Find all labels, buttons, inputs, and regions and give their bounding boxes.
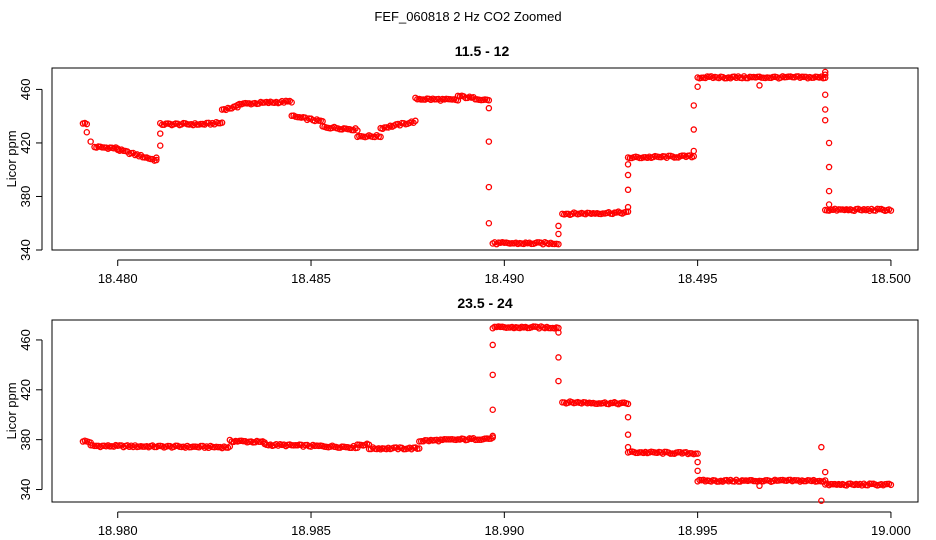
data-point: [821, 91, 829, 99]
data-point: [756, 82, 763, 89]
data-point: [153, 154, 160, 161]
y-tick-label: 420: [18, 132, 33, 154]
data-point: [354, 127, 361, 134]
data-points: [79, 68, 895, 248]
plot-frame: [51, 67, 919, 251]
data-point: [555, 377, 562, 385]
data-point: [821, 116, 829, 124]
data-point: [825, 187, 833, 195]
x-tick-label: 18.985: [291, 523, 331, 538]
data-point: [156, 142, 164, 149]
data-point: [694, 450, 701, 457]
data-point: [83, 120, 91, 128]
data-point: [694, 467, 701, 475]
data-point: [485, 97, 493, 104]
data-point: [690, 147, 698, 155]
data-point: [624, 413, 632, 421]
data-point: [624, 443, 632, 451]
x-tick-label: 18.995: [678, 523, 718, 538]
data-point: [694, 83, 701, 90]
x-axis: 18.980 18.985 18.990 18.995 19.000: [98, 511, 911, 538]
data-point: [690, 126, 698, 133]
data-point: [489, 406, 496, 413]
data-point: [624, 203, 632, 211]
data-point: [825, 201, 833, 208]
y-tick-label: 340: [18, 239, 33, 261]
x-tick-label: 18.980: [98, 523, 138, 538]
data-point: [153, 156, 160, 164]
x-tick-label: 18.495: [678, 271, 718, 286]
data-point: [489, 432, 496, 440]
data-point: [416, 445, 423, 452]
panel-title: 11.5 - 12: [455, 43, 510, 59]
data-point: [555, 222, 562, 230]
data-point: [412, 117, 419, 125]
data-point: [887, 481, 895, 489]
x-tick-label: 18.500: [871, 271, 911, 286]
data-point: [825, 139, 833, 147]
figure-title: FEF_060818 2 Hz CO2 Zoomed: [374, 9, 561, 24]
data-point: [83, 128, 91, 136]
data-point: [756, 482, 763, 490]
data-point: [156, 130, 164, 137]
y-axis-title: Licor ppm: [4, 130, 19, 187]
data-point: [485, 183, 493, 191]
y-tick-label: 340: [18, 479, 33, 501]
data-point: [624, 161, 632, 168]
data-point: [818, 497, 825, 504]
data-point: [485, 219, 493, 227]
data-point: [555, 230, 562, 238]
y-tick-label: 460: [18, 79, 33, 101]
y-tick-label: 380: [18, 186, 33, 208]
data-point: [555, 354, 562, 361]
x-tick-label: 18.480: [98, 271, 138, 286]
data-points: [79, 323, 895, 504]
data-point: [624, 171, 632, 179]
x-tick-label: 18.990: [484, 523, 524, 538]
data-point: [555, 329, 562, 336]
x-tick-label: 18.485: [291, 271, 331, 286]
data-point: [624, 208, 632, 215]
plot-frame: [51, 319, 919, 503]
x-tick-label: 19.000: [871, 523, 911, 538]
data-point: [694, 458, 701, 466]
panel-title: 23.5 - 24: [457, 295, 512, 311]
y-tick-label: 380: [18, 429, 33, 451]
y-tick-label: 460: [18, 329, 33, 351]
data-point: [485, 138, 493, 145]
data-point: [624, 400, 632, 408]
data-point: [87, 138, 94, 145]
data-point: [887, 207, 895, 214]
x-tick-label: 18.490: [484, 271, 524, 286]
data-point: [288, 99, 295, 106]
y-axis: 340 380 420 460: [18, 329, 43, 501]
data-point: [821, 106, 829, 113]
data-point: [485, 104, 493, 112]
y-axis-title: Licor ppm: [4, 382, 19, 439]
data-point: [690, 102, 698, 109]
data-point: [489, 371, 496, 379]
x-axis: 18.480 18.485 18.490 18.495 18.500: [98, 259, 911, 286]
data-point: [489, 341, 496, 349]
data-point: [821, 68, 829, 76]
data-point: [821, 71, 829, 78]
y-axis: 340 380 420 460: [18, 79, 43, 261]
data-point: [377, 133, 384, 141]
y-tick-label: 420: [18, 379, 33, 401]
data-point: [825, 163, 833, 171]
data-point: [821, 468, 829, 476]
data-point: [624, 431, 632, 438]
data-point: [218, 119, 226, 126]
data-point: [624, 186, 632, 194]
data-point: [818, 443, 825, 451]
data-point: [555, 240, 562, 248]
data-point: [555, 324, 562, 332]
